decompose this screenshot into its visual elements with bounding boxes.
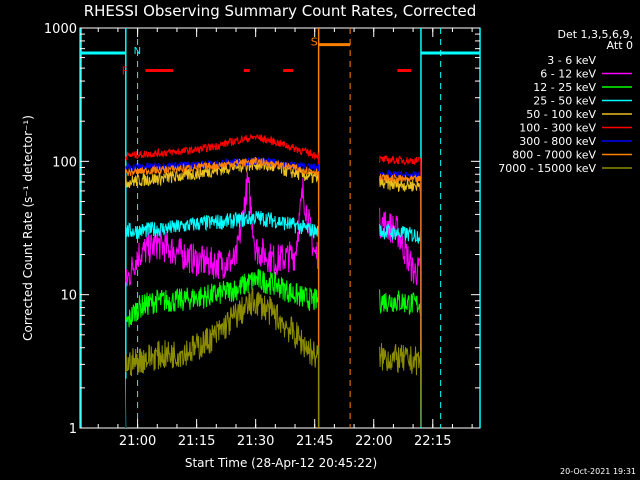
legend-label: 6 - 12 keV xyxy=(540,68,596,81)
y-tick-label: 1000 xyxy=(44,22,77,37)
series-line xyxy=(125,210,422,428)
y-axis-label: Corrected Count Rate (s⁻¹ detector⁻¹) xyxy=(21,115,35,341)
legend-title: Det 1,3,5,6,9, xyxy=(557,28,633,41)
y-tick-label: 10 xyxy=(60,289,77,304)
flare-label: F xyxy=(122,65,128,78)
x-axis: 21:00 21:15 21:30 21:45 22:00 22:15 xyxy=(97,28,473,449)
legend-title: Att 0 xyxy=(607,39,633,52)
series-line xyxy=(125,268,422,428)
x-axis-label: Start Time (28-Apr-12 20:45:22) xyxy=(185,456,377,470)
x-tick-label: 21:45 xyxy=(296,434,333,449)
legend-label: 100 - 300 keV xyxy=(519,122,596,135)
legend-label: 300 - 800 keV xyxy=(519,135,596,148)
legend-label: 7000 - 15000 keV xyxy=(498,162,596,175)
series-line xyxy=(125,174,422,429)
plot-area: NSF xyxy=(79,27,481,429)
legend-label: 3 - 6 keV xyxy=(547,54,596,67)
legend-label: 50 - 100 keV xyxy=(526,108,596,121)
x-tick-label: 21:00 xyxy=(119,434,156,449)
x-tick-label: 22:00 xyxy=(355,434,392,449)
series-line xyxy=(125,157,422,428)
x-tick-label: 21:15 xyxy=(178,434,215,449)
legend-label: 800 - 7000 keV xyxy=(512,149,596,162)
series-line xyxy=(125,156,422,428)
series-line xyxy=(125,171,422,428)
y-tick-label: 100 xyxy=(52,155,77,170)
series-line xyxy=(125,288,422,428)
chart-title: RHESSI Observing Summary Count Rates, Co… xyxy=(84,2,477,20)
series-line xyxy=(125,157,422,428)
y-axis: 1 10 100 1000 xyxy=(44,22,480,437)
series-line xyxy=(125,134,422,428)
legend-label: 12 - 25 keV xyxy=(533,81,596,94)
y-tick-label: 1 xyxy=(69,422,77,437)
footer-timestamp: 20-Oct-2021 19:31 xyxy=(560,467,636,476)
legend-label: 25 - 50 keV xyxy=(533,95,596,108)
x-tick-label: 22:15 xyxy=(414,434,451,449)
saa-label: S xyxy=(311,36,318,49)
x-tick-label: 21:30 xyxy=(237,434,274,449)
